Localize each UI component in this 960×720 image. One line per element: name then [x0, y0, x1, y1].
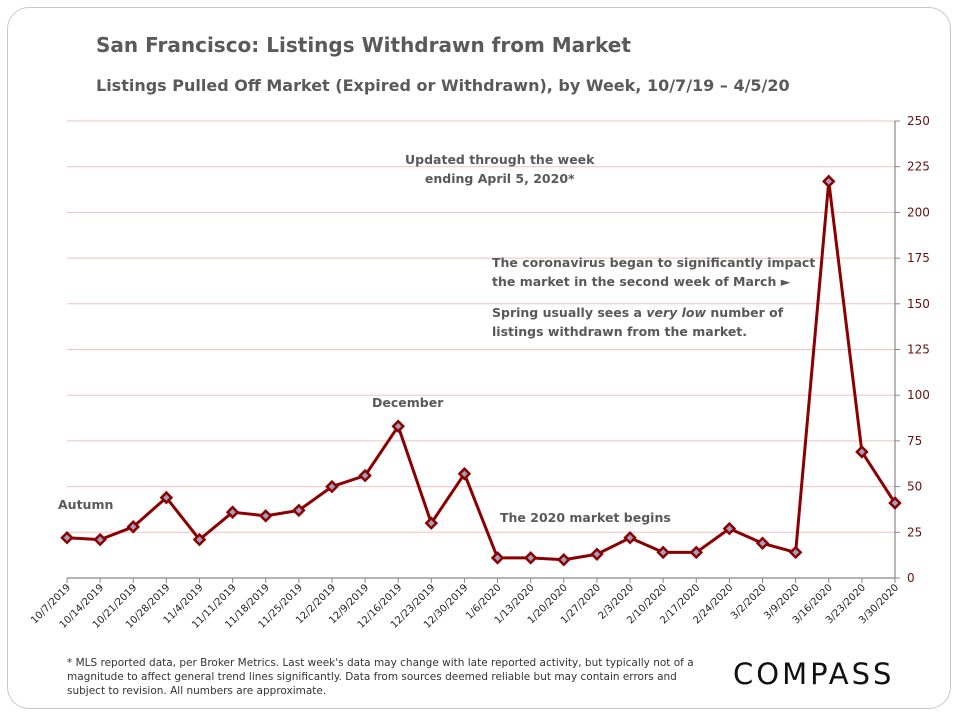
y-tick-label: 50 [907, 480, 922, 494]
chart-title: San Francisco: Listings Withdrawn from M… [96, 33, 631, 57]
data-point [656, 545, 670, 560]
data-point [557, 552, 571, 567]
data-point [755, 536, 770, 551]
y-tick-label: 75 [907, 434, 922, 448]
data-point [888, 496, 902, 510]
annotation-december: December [372, 395, 444, 410]
data-point [325, 479, 339, 494]
chart-subtitle: Listings Pulled Off Market (Expired or W… [96, 76, 790, 95]
compass-logo: COMPASS [733, 657, 895, 691]
series-line [66, 179, 897, 562]
data-point [689, 545, 704, 560]
y-tick-label: 100 [907, 388, 930, 402]
data-point [225, 505, 240, 519]
y-tick-label: 0 [907, 571, 915, 585]
data-point [457, 467, 472, 481]
y-tick-label: 225 [907, 160, 930, 174]
data-point [424, 516, 439, 530]
data-point [821, 174, 836, 189]
data-point [126, 520, 141, 534]
spring-emphasis: very low [646, 305, 707, 320]
annotation-autumn: Autumn [58, 497, 114, 512]
y-tick-label: 250 [907, 114, 930, 128]
data-point [590, 547, 604, 562]
data-point [93, 532, 107, 547]
y-tick-label: 150 [907, 297, 930, 311]
annotation-coronavirus: The coronavirus began to significantly i… [492, 255, 816, 290]
data-point [722, 521, 737, 536]
data-point [292, 503, 306, 518]
data-point [855, 445, 869, 459]
annotation-updated: Updated through the week ending April 5,… [405, 152, 595, 186]
annotation-spring: Spring usually sees a very low number of… [492, 303, 797, 342]
y-tick-label: 175 [907, 251, 930, 265]
data-point [788, 545, 803, 560]
data-point [60, 531, 74, 545]
y-tick-label: 200 [907, 205, 930, 219]
data-point [391, 419, 405, 434]
data-point [358, 468, 372, 483]
data-point [523, 551, 538, 565]
annotation-2020-market: The 2020 market begins [500, 510, 671, 525]
data-point [258, 509, 273, 523]
data-point [192, 532, 207, 547]
y-tick-label: 25 [907, 525, 922, 539]
data-point [623, 531, 637, 545]
spring-text-1: Spring usually sees a [492, 305, 647, 320]
spring-text-2: number of listings withdrawn from the ma… [492, 305, 784, 340]
y-tick-label: 125 [907, 343, 930, 357]
footnote: * MLS reported data, per Broker Metrics.… [67, 657, 694, 698]
data-point [490, 551, 505, 565]
slide-frame [7, 7, 951, 709]
data-point [159, 490, 174, 505]
